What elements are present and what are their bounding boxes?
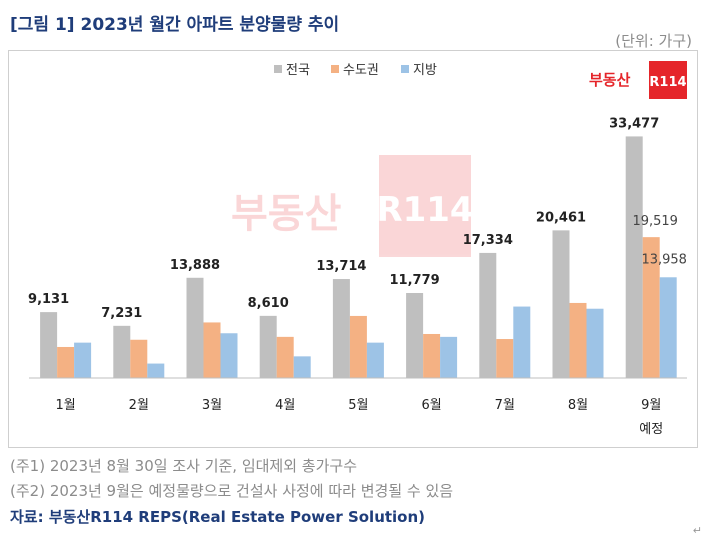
x-tick-label-1: 1월	[55, 398, 75, 413]
legend: 전국 수도권 지방	[274, 63, 437, 78]
data-label-total-3: 13,888	[170, 258, 220, 273]
source-line: 자료: 부동산R114 REPS(Real Estate Power Solut…	[10, 508, 426, 526]
bar-local-7	[513, 306, 531, 378]
watermark: 부동산 R114	[231, 155, 474, 257]
legend-label-local: 지방	[413, 63, 437, 78]
bar-capital-9	[642, 237, 660, 378]
bar-total-6	[406, 293, 424, 378]
x-tick-label-3: 3월	[202, 398, 222, 413]
paragraph-mark: ↵	[692, 524, 702, 537]
legend-swatch-total	[274, 65, 282, 73]
data-label-total-6: 11,779	[390, 273, 440, 288]
footnote-2: (주2) 2023년 9월은 예정물량으로 건설사 사정에 따라 변경될 수 있…	[10, 482, 454, 500]
bar-local-3	[220, 333, 238, 378]
bar-total-3	[186, 277, 204, 378]
bar-capital-8	[569, 302, 587, 378]
x-tick-label-2: 2월	[129, 398, 149, 413]
bar-total-2	[113, 325, 131, 378]
x-tick-label-5: 5월	[348, 398, 368, 413]
bar-total-9	[625, 136, 643, 378]
bar-chart: 부동산 R114 부동산 R114 전국 수도권 지방 9,131 7,231 13…	[28, 61, 687, 437]
legend-swatch-local	[401, 65, 409, 73]
bars-group: 9,131 7,231 13,888 8,610 13,714 11,779 17,334 2…	[28, 116, 687, 378]
watermark-badge-text: R114	[376, 190, 473, 230]
bar-total-5	[332, 279, 350, 378]
bar-total-1	[40, 312, 58, 378]
bar-local-8	[586, 308, 604, 378]
logo-badge-bg	[649, 61, 687, 99]
unit-label: (단위: 가구)	[615, 32, 692, 50]
x-tick-label-9: 9월	[641, 398, 661, 413]
legend-swatch-capital	[331, 65, 339, 73]
bar-local-2	[147, 363, 165, 378]
bar-capital-2	[130, 339, 148, 378]
bar-total-8	[552, 230, 570, 378]
bar-local-1	[74, 342, 92, 378]
logo-badge-text: R114	[649, 75, 686, 90]
data-label-total-1: 9,131	[28, 292, 69, 307]
logo-text: 부동산	[589, 71, 631, 89]
watermark-badge-bg	[379, 155, 471, 257]
data-label-total-5: 13,714	[316, 259, 366, 274]
bar-local-4	[293, 356, 311, 378]
footnote-1: (주1) 2023년 8월 30일 조사 기준, 임대제외 총가구수	[10, 457, 357, 475]
data-label-total-7: 17,334	[463, 233, 513, 248]
logo: 부동산 R114	[589, 61, 687, 99]
bar-capital-6	[423, 333, 441, 378]
bar-capital-3	[203, 322, 221, 378]
x-tick-label-7: 7월	[495, 398, 515, 413]
bar-local-5	[366, 342, 384, 378]
bar-local-6	[440, 336, 458, 378]
bar-capital-5	[349, 315, 367, 378]
x-tick-label-4: 4월	[275, 398, 295, 413]
x-tick-sublabel-9: 예정	[639, 422, 663, 437]
bar-total-7	[479, 252, 497, 378]
data-label-total-2: 7,231	[101, 306, 142, 321]
chart-area: 부동산 R114 부동산 R114 전국 수도권 지방 9,131 7,231 13…	[8, 50, 698, 448]
legend-label-total: 전국	[286, 63, 310, 78]
data-label-total-4: 8,610	[248, 296, 289, 311]
x-tick-label-6: 6월	[421, 398, 441, 413]
watermark-text: 부동산	[231, 191, 342, 237]
bar-total-4	[259, 315, 277, 378]
data-label-total-8: 20,461	[536, 210, 586, 225]
data-label-capital-9: 19,519	[632, 214, 678, 229]
legend-label-capital: 수도권	[343, 63, 379, 78]
bar-local-9	[659, 277, 677, 378]
figure-title: [그림 1] 2023년 월간 아파트 분양물량 추이	[10, 15, 340, 35]
x-tick-label-8: 8월	[568, 398, 588, 413]
bar-capital-1	[57, 346, 75, 378]
data-label-total-9: 33,477	[609, 116, 659, 131]
bar-capital-7	[496, 339, 514, 378]
bar-capital-4	[276, 336, 294, 378]
data-label-local-9: 13,958	[641, 252, 687, 267]
